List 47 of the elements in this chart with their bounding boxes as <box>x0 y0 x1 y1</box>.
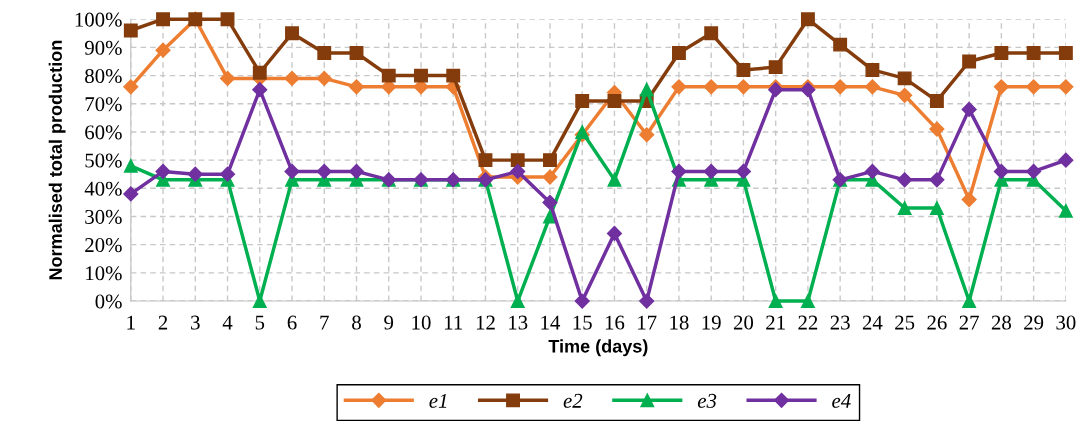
y-axis-title: Normalised total production <box>48 40 66 280</box>
x-tick-label: 9 <box>384 315 394 330</box>
x-tick-label: 20 <box>733 315 754 330</box>
y-tick-label: 100% <box>75 12 122 27</box>
x-tick-label: 10 <box>412 315 431 330</box>
x-tick-label: 18 <box>670 315 689 330</box>
x-tick-label: 22 <box>798 315 818 330</box>
y-tick-label: 40% <box>84 181 122 196</box>
y-tick-label: 0% <box>95 294 122 309</box>
x-tick-label: 21 <box>766 315 785 330</box>
x-tick-label: 1 <box>127 315 135 330</box>
y-tick-label: 90% <box>84 40 122 55</box>
x-tick-label: 2 <box>158 315 168 330</box>
x-tick-label: 14 <box>541 315 561 330</box>
x-tick-label: 11 <box>445 315 463 330</box>
x-tick-label: 4 <box>222 315 233 330</box>
y-tick-label: 30% <box>85 209 122 224</box>
x-tick-label: 3 <box>191 315 200 330</box>
x-tick-label: 5 <box>255 315 265 330</box>
y-tick-label: 70% <box>85 97 122 112</box>
x-tick-label: 12 <box>476 315 495 330</box>
legend-label: e3 <box>697 393 717 408</box>
y-tick-label: 50% <box>85 153 122 168</box>
x-tick-label: 23 <box>830 315 850 330</box>
x-tick-label: 28 <box>991 315 1011 330</box>
x-tick-label: 13 <box>509 315 528 330</box>
legend-label: e1 <box>429 393 447 408</box>
x-tick-label: 17 <box>638 315 657 330</box>
x-tick-label: 15 <box>573 315 592 330</box>
x-tick-label: 7 <box>320 315 329 330</box>
x-tick-label: 19 <box>702 315 721 330</box>
y-tick-label: 80% <box>85 68 122 84</box>
x-tick-label: 16 <box>605 315 625 330</box>
x-tick-label: 27 <box>959 315 979 330</box>
x-tick-label: 26 <box>927 315 947 330</box>
x-tick-label: 6 <box>287 315 297 330</box>
x-tick-label: 29 <box>1024 315 1044 330</box>
y-tick-label: 10% <box>86 266 122 281</box>
x-axis-title: Time (days) <box>548 339 648 357</box>
legend-label: e4 <box>832 393 851 408</box>
x-tick-label: 8 <box>352 315 361 330</box>
x-tick-label: 25 <box>895 315 915 330</box>
x-tick-label: 24 <box>862 315 883 330</box>
x-tick-label: 30 <box>1056 315 1076 330</box>
y-tick-label: 60% <box>85 125 122 140</box>
y-tick-label: 20% <box>85 238 122 253</box>
legend-label: e2 <box>563 393 583 408</box>
